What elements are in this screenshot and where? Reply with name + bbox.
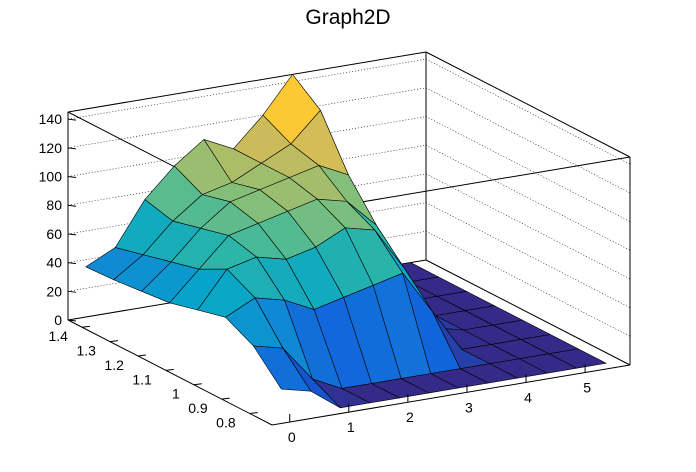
y-axis bbox=[67, 319, 273, 426]
z-tick bbox=[67, 118, 77, 121]
x-tick-label: 0 bbox=[288, 429, 296, 445]
x-tick-label: 1 bbox=[347, 419, 355, 435]
x-axis bbox=[271, 364, 631, 426]
y-tick bbox=[81, 325, 91, 328]
x-tick-label: 3 bbox=[465, 399, 473, 415]
x-tick-label: 5 bbox=[583, 380, 591, 396]
y-tick bbox=[137, 354, 146, 357]
z-tick bbox=[67, 262, 77, 265]
z-tick-label: 0 bbox=[54, 312, 62, 328]
y-tick-label: 1.2 bbox=[104, 357, 124, 373]
z-tick-label: 60 bbox=[46, 226, 62, 242]
chart-title: Graph2D bbox=[305, 6, 390, 29]
z-tick-label: 40 bbox=[46, 255, 62, 271]
z-tick bbox=[67, 319, 77, 322]
y-tick bbox=[193, 383, 202, 386]
y-tick bbox=[249, 411, 258, 414]
x-tick-label: 4 bbox=[524, 389, 532, 405]
z-tick bbox=[67, 176, 77, 179]
z-tick-label: 120 bbox=[39, 140, 63, 156]
y-tick-label: 0.8 bbox=[216, 414, 236, 430]
z-tick-label: 100 bbox=[39, 169, 63, 185]
frame-edge bbox=[425, 259, 631, 366]
y-tick bbox=[221, 397, 230, 400]
y-tick-label: 0.9 bbox=[188, 400, 208, 416]
grid-line bbox=[67, 58, 631, 165]
z-tick-label: 20 bbox=[46, 283, 62, 299]
frame-edge bbox=[425, 51, 631, 158]
frame-edge bbox=[67, 51, 427, 113]
y-tick-label: 1.1 bbox=[132, 371, 152, 387]
y-tick bbox=[165, 368, 174, 371]
y-tick-label: 1.4 bbox=[49, 328, 69, 344]
surface-cell bbox=[253, 345, 312, 392]
y-tick bbox=[109, 340, 118, 343]
z-tick bbox=[67, 290, 77, 293]
z-tick bbox=[67, 233, 77, 236]
z-tick-label: 140 bbox=[39, 111, 63, 127]
z-tick bbox=[67, 147, 77, 150]
z-tick-label: 80 bbox=[46, 197, 62, 213]
y-tick-label: 1 bbox=[172, 386, 180, 402]
z-tick bbox=[67, 204, 77, 207]
x-tick-label: 2 bbox=[406, 409, 414, 425]
grid-line bbox=[67, 87, 631, 194]
y-tick-label: 1.3 bbox=[76, 343, 96, 359]
